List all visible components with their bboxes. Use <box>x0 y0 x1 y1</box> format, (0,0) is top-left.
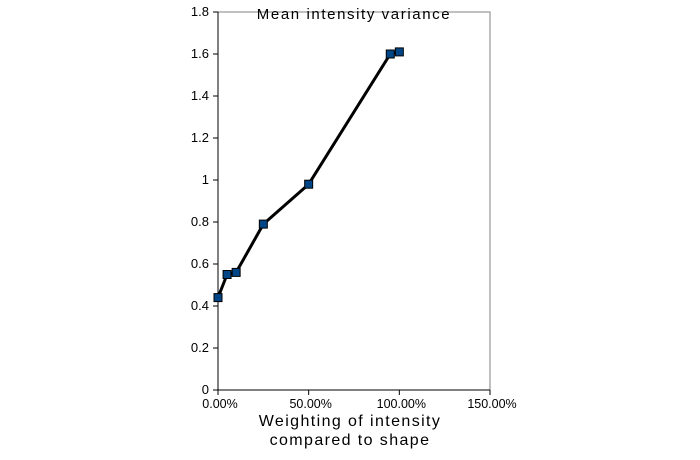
y-tick-label: 1.6 <box>191 46 209 61</box>
data-point-marker <box>213 293 223 303</box>
data-point-marker <box>222 270 232 279</box>
data-point-marker <box>304 179 314 189</box>
data-point-marker <box>231 267 241 277</box>
y-tick-label: 0.8 <box>191 214 209 229</box>
x-axis-title-line2: compared to shape <box>269 432 431 449</box>
x-tick-label: 100.00% <box>377 397 426 411</box>
y-tick-label: 0.6 <box>191 256 209 271</box>
plot-area-border <box>217 11 491 391</box>
chart-title: Mean intensity variance <box>256 6 452 23</box>
y-tick-label: 0.4 <box>191 298 209 313</box>
series-line <box>216 50 400 299</box>
data-point-marker <box>385 49 395 59</box>
y-tick-label: 1.2 <box>191 130 209 145</box>
y-tick-label: 1.4 <box>191 88 209 103</box>
data-point-marker <box>394 47 404 57</box>
x-axis-title: Weighting of intensity compared to shape <box>195 412 505 450</box>
x-tick-label: 150.00% <box>467 397 516 411</box>
x-tick-label: 0.00% <box>202 397 237 411</box>
y-tick-label: 0 <box>202 382 209 397</box>
data-point-marker <box>258 219 268 229</box>
y-tick-label: 0.2 <box>191 340 209 355</box>
y-tick-label: 1 <box>202 172 209 187</box>
x-tick-label: 50.00% <box>289 397 331 411</box>
x-axis-title-line1: Weighting of intensity <box>258 413 442 430</box>
y-tick-label: 1.8 <box>191 4 209 19</box>
